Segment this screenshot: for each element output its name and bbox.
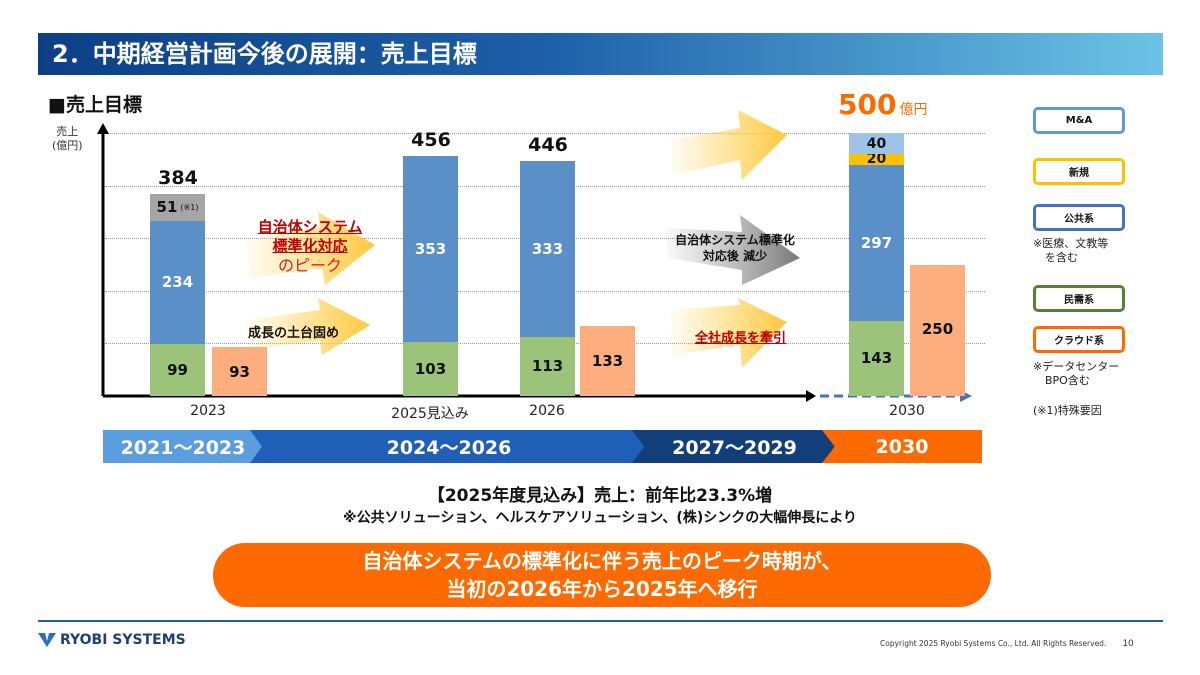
phase-2: 2024～2026 bbox=[250, 430, 648, 463]
legend-cloud: クラウド系 bbox=[1033, 326, 1125, 353]
legend-public: 公共系 bbox=[1033, 204, 1125, 231]
bar-value-label: 51 bbox=[156, 198, 178, 217]
phase-1: 2021～2023 bbox=[103, 430, 263, 463]
legend-public-note: ※医療、文教等 を含む bbox=[1033, 237, 1108, 265]
bar-value-label: 250 bbox=[921, 319, 954, 338]
peak-arrow bbox=[245, 212, 375, 285]
bar-value-label: 133 bbox=[591, 352, 624, 370]
bar-total-label: 456 bbox=[411, 129, 451, 152]
legend-private: 民需系 bbox=[1033, 285, 1125, 312]
peak-line-3: のピーク bbox=[277, 256, 342, 275]
axes bbox=[97, 110, 972, 402]
key-message-line: 当初の2026年から2025年へ移行 bbox=[446, 577, 758, 601]
copyright: Copyright 2025 Ryobi Systems Co., Ltd. A… bbox=[880, 639, 1134, 649]
bar-segment: 51 (※1) bbox=[150, 194, 205, 221]
x-tick-label: 2030 bbox=[889, 403, 925, 419]
cloud-bar: 93 bbox=[212, 347, 267, 396]
decline-arrow bbox=[665, 215, 800, 285]
total-2030: 500 億円 bbox=[838, 88, 927, 121]
bar-value-label: 93 bbox=[229, 362, 250, 381]
bar-segment: 20 bbox=[849, 151, 904, 168]
y-axis-label: 売上 (億円) bbox=[52, 125, 83, 153]
note-line: を含む bbox=[1045, 251, 1078, 264]
lead-arrow bbox=[670, 298, 787, 368]
total-unit: 億円 bbox=[899, 102, 928, 118]
total-value: 500 bbox=[838, 88, 897, 121]
x-tick-label: 2023 bbox=[190, 403, 226, 419]
bar-value-label: 113 bbox=[531, 357, 564, 376]
growth-arrow bbox=[670, 110, 787, 180]
key-message: 自治体システムの標準化に伴う売上のピーク時期が、 当初の2026年から2025年へ… bbox=[213, 543, 991, 607]
cloud-bar: 250 bbox=[910, 264, 965, 396]
slide-title: 2．中期経営計画今後の展開：売上目標 bbox=[38, 33, 1163, 75]
key-message-line: 自治体システムの標準化に伴う売上のピーク時期が、 bbox=[362, 549, 842, 573]
legend-ma: M&A bbox=[1033, 107, 1125, 134]
bar-value-label: 20 bbox=[866, 151, 887, 168]
bar-value-label: 234 bbox=[161, 273, 194, 292]
y-axis-label-line: 売上 bbox=[56, 125, 79, 138]
bar-total-label: 446 bbox=[528, 134, 568, 157]
x-tick-label: 2026 bbox=[529, 403, 565, 419]
note-line: ※医療、文教等 bbox=[1033, 237, 1109, 250]
gridline bbox=[105, 133, 985, 134]
bar-total-label: 384 bbox=[158, 167, 198, 190]
y-axis-unit: (億円) bbox=[52, 139, 83, 152]
footer-rule bbox=[38, 620, 1163, 622]
note-line: ※データセンター bbox=[1033, 360, 1120, 373]
peak-annotation: 自治体システム 標準化対応 のピーク bbox=[240, 218, 380, 275]
section-heading: ■売上目標 bbox=[48, 94, 142, 116]
bar-value-label: 353 bbox=[414, 239, 447, 258]
bar-segment: 333 bbox=[520, 161, 575, 337]
base-annotation: 成長の土台固め bbox=[248, 326, 340, 341]
bar-segment: 297 bbox=[849, 164, 904, 321]
x-axis-arrowhead bbox=[806, 390, 816, 402]
legend-cloud-note: ※データセンター BPO含む bbox=[1033, 360, 1119, 388]
base-arrow bbox=[245, 298, 370, 355]
footnote: (※1)特殊要因 bbox=[1033, 404, 1102, 417]
message-headline: 【2025年度見込み】売上：前年比23.3%増 bbox=[427, 486, 773, 506]
logo-mark-icon bbox=[38, 633, 56, 647]
message-note: ※公共ソリューション、ヘルスケアソリューション、(株)シンクの大幅伸長により bbox=[343, 510, 857, 526]
peak-line-1: 自治体システム bbox=[257, 218, 363, 236]
decline-line-1: 自治体システム標準化 bbox=[675, 233, 795, 247]
page-number: 10 bbox=[1122, 639, 1134, 649]
legend-new: 新規 bbox=[1033, 158, 1125, 185]
decline-annotation: 自治体システム標準化 対応後 減少 bbox=[660, 232, 810, 264]
cloud-bar: 133 bbox=[580, 326, 635, 396]
copyright-text: Copyright 2025 Ryobi Systems Co., Ltd. A… bbox=[880, 639, 1107, 648]
decline-line-2: 対応後 減少 bbox=[702, 249, 768, 263]
bar-value-label: 297 bbox=[860, 233, 893, 252]
bar-segment: 40 bbox=[849, 133, 904, 155]
bar-value-label: 103 bbox=[414, 359, 447, 378]
x-tick-label: 2025見込み bbox=[391, 406, 469, 422]
bar-segment: 353 bbox=[403, 156, 458, 342]
phase-3: 2027～2029 bbox=[632, 430, 837, 463]
phase-4: 2030 bbox=[822, 430, 982, 463]
bar-value-label: 40 bbox=[866, 135, 887, 152]
bar-segment: 234 bbox=[150, 220, 205, 344]
y-axis-arrowhead bbox=[97, 123, 109, 134]
lead-annotation: 全社成長を牽引 bbox=[695, 331, 787, 346]
logo-text: RYOBI SYSTEMS bbox=[60, 632, 186, 648]
bar-segment: 103 bbox=[403, 341, 458, 396]
peak-line-2: 標準化対応 bbox=[272, 237, 348, 255]
bar-value-label: 333 bbox=[531, 239, 564, 258]
bar-segment: 113 bbox=[520, 336, 575, 396]
bar-note: (※1) bbox=[180, 202, 199, 212]
bar-value-label: 143 bbox=[860, 349, 893, 368]
note-line: BPO含む bbox=[1045, 374, 1090, 387]
bar-segment: 99 bbox=[150, 343, 205, 396]
bar-segment: 143 bbox=[849, 320, 904, 396]
company-logo: RYOBI SYSTEMS bbox=[38, 632, 186, 648]
bar-value-label: 99 bbox=[167, 360, 188, 379]
